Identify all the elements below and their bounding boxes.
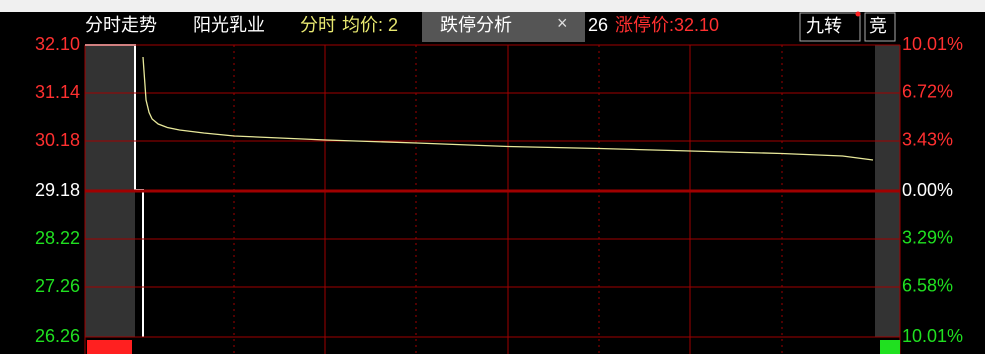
vertical-grid — [84, 45, 901, 354]
y2-tick-label: 10.01% — [902, 34, 963, 54]
y-tick-label: 29.18 — [35, 180, 80, 200]
y-tick-label: 26.26 — [35, 326, 80, 346]
y2-tick-label: 0.00% — [902, 180, 953, 200]
volume-bar — [880, 340, 900, 354]
limit-up: 涨停价:32.10 — [615, 15, 719, 35]
y-tick-label: 27.26 — [35, 276, 80, 296]
y2-tick-label: 3.43% — [902, 130, 953, 150]
price-line — [142, 56, 874, 161]
mode: 分时 — [300, 15, 336, 35]
y-tick-label: 31.14 — [35, 82, 80, 102]
y-tick-label: 28.22 — [35, 228, 80, 248]
jing[interactable]: 竞 — [869, 16, 887, 36]
y2-tick-label: 3.29% — [902, 228, 953, 248]
view-title: 分时走势 — [85, 15, 157, 35]
tab-bg[interactable] — [422, 12, 585, 42]
jiuzhuan[interactable]: 九转 — [806, 16, 842, 36]
avg-price: 均价: 2 — [342, 15, 398, 35]
y2-tick-label: 6.58% — [902, 276, 953, 296]
header: 分时走势 阳光乳业 分时 均价: 2 跌停分析 × 26 涨停价:32.10 九… — [85, 11, 896, 42]
partial-text: 26 — [588, 15, 608, 35]
stock-name: 阳光乳业 — [193, 15, 265, 35]
indicator-dot — [855, 11, 861, 17]
tab-close[interactable]: × — [557, 13, 568, 33]
volume-bar — [87, 340, 132, 354]
y2-tick-label: 6.72% — [902, 82, 953, 102]
y2-tick-label: 10.01% — [902, 326, 963, 346]
tab-title[interactable]: 跌停分析 — [440, 15, 512, 35]
jing-box[interactable] — [864, 12, 896, 42]
top-strip — [0, 0, 985, 12]
jiuzhuan-box[interactable] — [799, 12, 861, 42]
y-tick-label: 32.10 — [35, 34, 80, 54]
y-tick-label: 30.18 — [35, 130, 80, 150]
